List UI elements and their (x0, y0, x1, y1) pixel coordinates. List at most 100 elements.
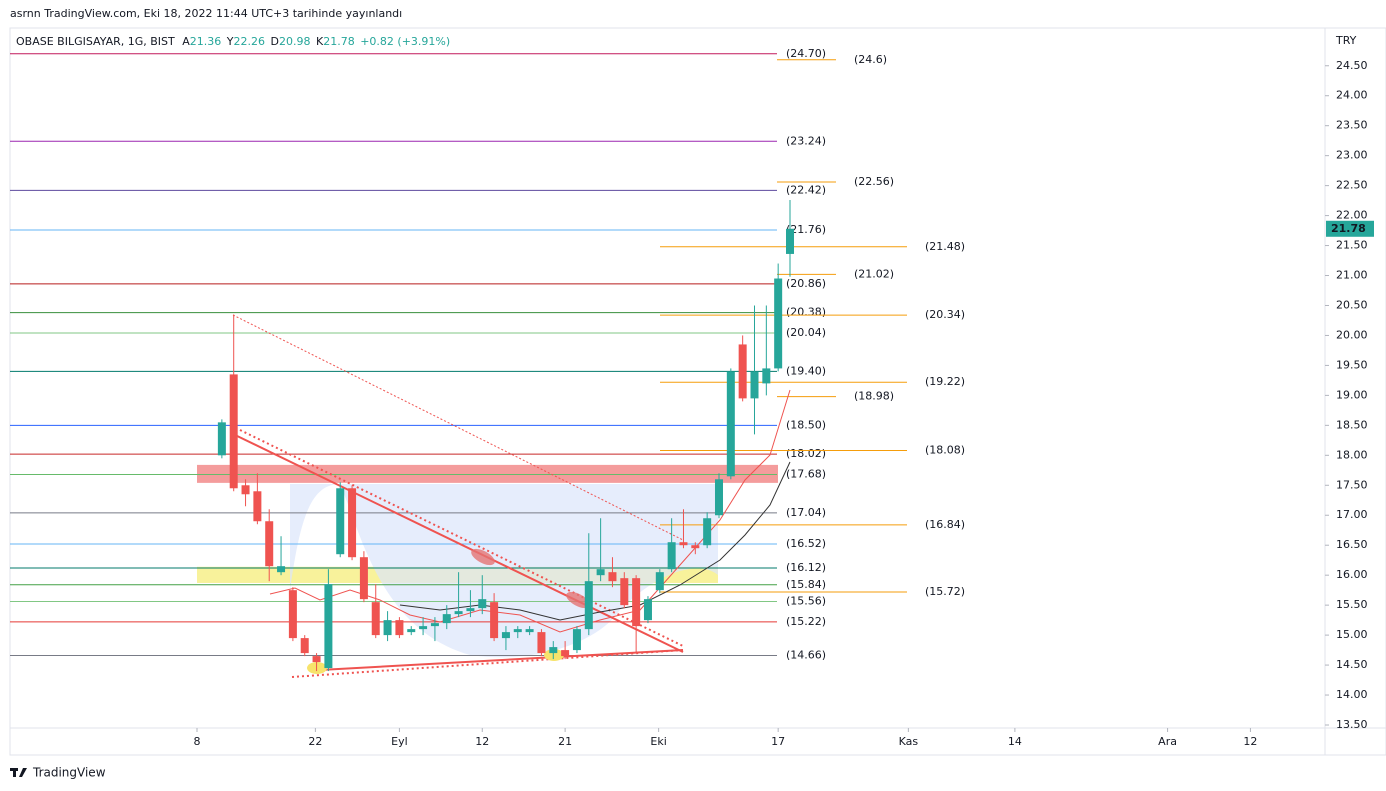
candle-body (324, 584, 333, 669)
highlight (566, 591, 590, 609)
level-label: (21.76) (786, 223, 826, 236)
level-label: (19.40) (786, 364, 826, 377)
candle-body (513, 629, 522, 633)
highlight (544, 649, 564, 661)
candle-body (490, 602, 499, 639)
legend-value: 20.98 (279, 35, 311, 48)
legend: OBASE BILGISAYAR, 1G, BIST A21.36 Y22.26… (16, 35, 450, 48)
candle-body (371, 602, 380, 636)
candle-body (774, 278, 783, 369)
trend-line (232, 433, 684, 653)
legend-key: D (271, 35, 279, 48)
candle-body (253, 491, 262, 522)
moving-average (269, 389, 791, 633)
y-tick-label: 18.50 (1336, 418, 1368, 431)
candle-body (466, 608, 475, 612)
legend-key: A (182, 35, 190, 48)
target-label: (22.56) (854, 175, 894, 188)
x-tick-label: Kas (899, 735, 919, 748)
level-label: (16.52) (786, 537, 826, 550)
y-tick-label: 15.00 (1336, 628, 1368, 641)
y-tick-label: 14.50 (1336, 658, 1368, 671)
candle-body (549, 647, 558, 654)
x-tick-label: Eki (650, 735, 666, 748)
target-label: (24.6) (854, 53, 887, 66)
candle-body (300, 638, 309, 654)
y-tick-label: 16.00 (1336, 568, 1368, 581)
symbol: OBASE BILGISAYAR, 1G, BIST (16, 35, 175, 48)
x-tick-label: 14 (1008, 735, 1022, 748)
candle-body (714, 479, 723, 516)
legend-value: 21.78 (323, 35, 355, 48)
candle-body (726, 371, 735, 477)
level-label: (18.50) (786, 418, 826, 431)
target-label: (19.22) (925, 375, 965, 388)
candle-body (288, 590, 297, 639)
level-label: (20.04) (786, 326, 826, 339)
candle-body (501, 632, 510, 639)
x-tick-label: 12 (1243, 735, 1257, 748)
zone (197, 464, 778, 483)
y-tick-label: 15.50 (1336, 598, 1368, 611)
candle-body (632, 578, 641, 627)
candle-body (561, 650, 570, 657)
candle-body (525, 629, 534, 633)
highlight (471, 548, 495, 566)
y-tick-label: 19.00 (1336, 388, 1368, 401)
level-label: (24.70) (786, 47, 826, 60)
y-tick-label: 19.50 (1336, 358, 1368, 371)
y-tick-label: 22.50 (1336, 179, 1368, 192)
candle-body (478, 599, 487, 609)
candle-body (217, 422, 226, 456)
price-tag (1326, 220, 1374, 237)
level-label: (15.56) (786, 595, 826, 608)
target-label: (15.72) (925, 585, 965, 598)
brand-logo (10, 768, 27, 777)
level-label: (14.66) (786, 648, 826, 661)
target-label: (21.48) (925, 240, 965, 253)
candle-body (277, 566, 286, 573)
candle-body (336, 488, 345, 555)
target-label: (20.34) (925, 308, 965, 321)
target-label: (21.02) (854, 267, 894, 280)
y-tick-label: 23.00 (1336, 149, 1368, 162)
candle-body (643, 599, 652, 621)
candle-body (395, 620, 404, 636)
candle-body (655, 572, 664, 591)
frame (9, 27, 1386, 756)
candle-body (667, 542, 676, 570)
legend-key: K (316, 35, 324, 48)
x-tick-label: 8 (194, 735, 201, 748)
target-label: (18.08) (925, 444, 965, 457)
candle-body (454, 611, 463, 615)
y-tick-label: 13.50 (1336, 718, 1368, 731)
legend-value: 21.36 (190, 35, 222, 48)
y-tick-label: 22.00 (1336, 209, 1368, 222)
target-label: (18.98) (854, 390, 894, 403)
level-label: (20.86) (786, 277, 826, 290)
currency: TRY (1335, 34, 1357, 47)
y-tick-label: 16.50 (1336, 538, 1368, 551)
y-tick-label: 17.00 (1336, 508, 1368, 521)
x-tick-label: 12 (475, 735, 489, 748)
axes: 13.50 14.00 14.50 15.00 15.50 16.00 16.50 17.00… (194, 59, 1374, 748)
legend-value: 22.26 (234, 35, 266, 48)
candle-body (383, 620, 392, 636)
candle-body (762, 368, 771, 384)
x-tick-label: 22 (308, 735, 322, 748)
candle-body (596, 569, 605, 576)
level-label: (16.12) (786, 561, 826, 574)
candle-body (738, 344, 747, 399)
level-label: (17.04) (786, 506, 826, 519)
candle-body (679, 542, 688, 546)
candle-body (620, 578, 629, 606)
y-tick-label: 21.00 (1336, 269, 1368, 282)
x-tick-label: Eyl (391, 735, 408, 748)
legend-key: Y (226, 35, 234, 48)
x-tick-label: 21 (558, 735, 572, 748)
candles (217, 200, 795, 672)
level-label: (17.68) (786, 467, 826, 480)
level-label: (23.24) (786, 134, 826, 147)
price-tag-label: 21.78 (1331, 222, 1366, 235)
